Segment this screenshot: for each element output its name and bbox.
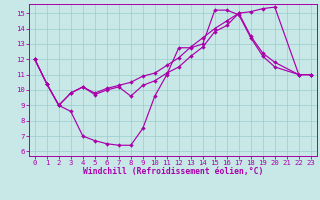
- X-axis label: Windchill (Refroidissement éolien,°C): Windchill (Refroidissement éolien,°C): [83, 167, 263, 176]
